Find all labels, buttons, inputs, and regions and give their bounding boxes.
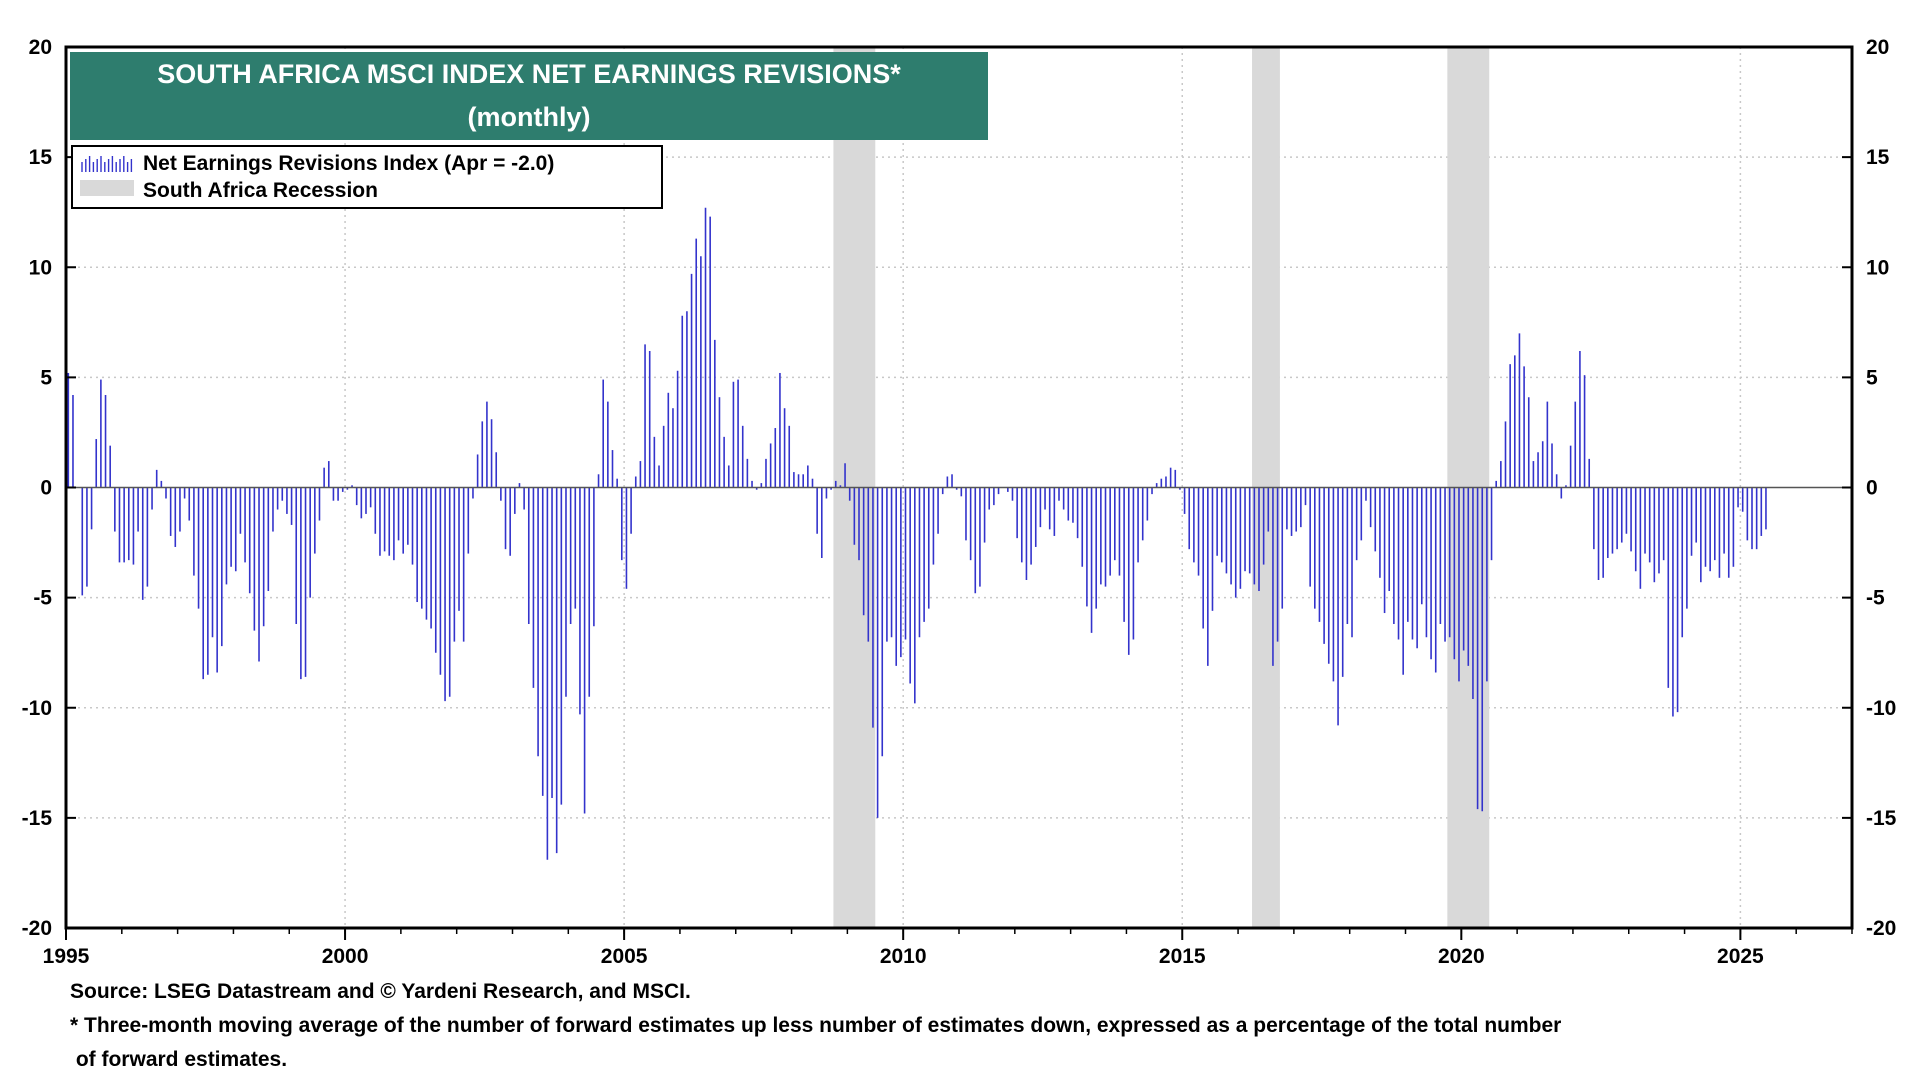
y-tick-label-left: 10: [29, 256, 52, 279]
y-tick-label-left: -20: [22, 917, 52, 940]
y-ticks-left: 20 15 10 5 0 -5 -10 -15 -20: [22, 36, 76, 940]
y-tick-label-left: 15: [29, 146, 53, 169]
y-tick-label-left: 20: [29, 36, 52, 59]
x-tick-label: 2000: [322, 945, 369, 968]
x-tick-label: 2015: [1159, 945, 1206, 968]
y-tick-label-right: 0: [1866, 477, 1878, 500]
y-tick-label-right: 15: [1866, 146, 1890, 169]
y-tick-label-right: 10: [1866, 256, 1889, 279]
legend-recession-swatch: [80, 180, 134, 196]
y-tick-label-right: -5: [1866, 587, 1885, 610]
chart-subtitle: (monthly): [468, 102, 591, 132]
legend-frame: [71, 145, 663, 209]
y-tick-label-right: 20: [1866, 36, 1889, 59]
grid-layer: [66, 47, 1852, 928]
y-tick-label-left: -10: [22, 697, 52, 720]
x-tick-label: 2010: [880, 945, 927, 968]
x-tick-label: 2020: [1438, 945, 1485, 968]
title-background: [70, 52, 988, 140]
y-tick-label-left: -5: [33, 587, 52, 610]
source-note: Source: LSEG Datastream and © Yardeni Re…: [70, 980, 691, 1003]
title-box: SOUTH AFRICA MSCI INDEX NET EARNINGS REV…: [70, 52, 988, 140]
bars-layer: [67, 207, 1767, 860]
legend-recession-label: South Africa Recession: [143, 179, 378, 202]
footnote-line-1: * Three-month moving average of the numb…: [70, 1014, 1562, 1037]
footnote-line-2: of forward estimates.: [70, 1048, 288, 1071]
x-tick-label: 2025: [1717, 945, 1764, 968]
y-tick-label-left: -15: [22, 807, 53, 830]
legend-series-swatch: [81, 156, 133, 172]
x-tick-label: 2005: [601, 945, 648, 968]
chart-title: SOUTH AFRICA MSCI INDEX NET EARNINGS REV…: [157, 59, 901, 89]
y-tick-label-right: 5: [1866, 366, 1878, 389]
x-tick-label: 1995: [43, 945, 90, 968]
legend: Net Earnings Revisions Index (Apr = -2.0…: [71, 145, 663, 209]
y-tick-label-right: -15: [1866, 807, 1897, 830]
y-ticks-right: 20 15 10 5 0 -5 -10 -15 -20: [1842, 36, 1897, 940]
y-tick-label-right: -10: [1866, 697, 1896, 720]
x-ticks: 1995 2000 2005 2010 2015 2020 2025: [43, 928, 1853, 968]
legend-series-label: Net Earnings Revisions Index (Apr = -2.0…: [143, 152, 554, 175]
y-tick-label-left: 5: [40, 366, 52, 389]
y-tick-label-right: -20: [1866, 917, 1896, 940]
y-tick-label-left: 0: [40, 477, 52, 500]
